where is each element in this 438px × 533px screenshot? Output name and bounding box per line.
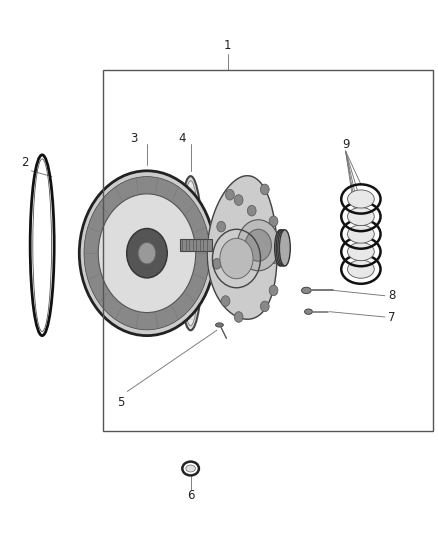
Circle shape	[212, 259, 221, 269]
Ellipse shape	[186, 465, 195, 472]
Circle shape	[221, 296, 230, 306]
Ellipse shape	[304, 309, 312, 314]
Circle shape	[247, 205, 256, 216]
Circle shape	[237, 220, 279, 271]
Ellipse shape	[347, 225, 374, 243]
Circle shape	[272, 253, 280, 264]
Ellipse shape	[182, 181, 199, 326]
Circle shape	[220, 238, 253, 279]
Circle shape	[269, 216, 278, 227]
Circle shape	[84, 176, 210, 330]
Ellipse shape	[347, 260, 374, 278]
Ellipse shape	[347, 243, 374, 261]
Text: 3: 3	[130, 132, 138, 146]
Text: 4: 4	[178, 132, 186, 146]
Bar	[103, 70, 433, 431]
Circle shape	[98, 194, 196, 312]
Ellipse shape	[279, 230, 290, 266]
Ellipse shape	[179, 176, 203, 330]
Ellipse shape	[347, 207, 374, 225]
Circle shape	[234, 195, 243, 205]
Circle shape	[261, 184, 269, 195]
Ellipse shape	[278, 230, 289, 266]
Text: 6: 6	[187, 489, 194, 502]
Circle shape	[269, 285, 278, 296]
Ellipse shape	[275, 230, 286, 266]
Text: 1: 1	[224, 39, 231, 52]
Circle shape	[138, 243, 156, 264]
Ellipse shape	[347, 190, 374, 208]
Circle shape	[226, 189, 234, 200]
Circle shape	[217, 221, 226, 232]
Circle shape	[234, 312, 243, 322]
Circle shape	[261, 301, 269, 312]
Text: 2: 2	[21, 156, 28, 169]
Ellipse shape	[215, 323, 223, 327]
Text: 5: 5	[117, 395, 124, 409]
Text: 7: 7	[388, 311, 395, 324]
Circle shape	[79, 171, 215, 336]
Polygon shape	[207, 176, 277, 319]
Bar	[180, 239, 212, 251]
Ellipse shape	[301, 287, 311, 294]
Text: 8: 8	[388, 289, 395, 302]
Circle shape	[127, 229, 167, 278]
Circle shape	[245, 229, 272, 261]
Text: 9: 9	[342, 138, 350, 151]
Ellipse shape	[276, 230, 287, 266]
